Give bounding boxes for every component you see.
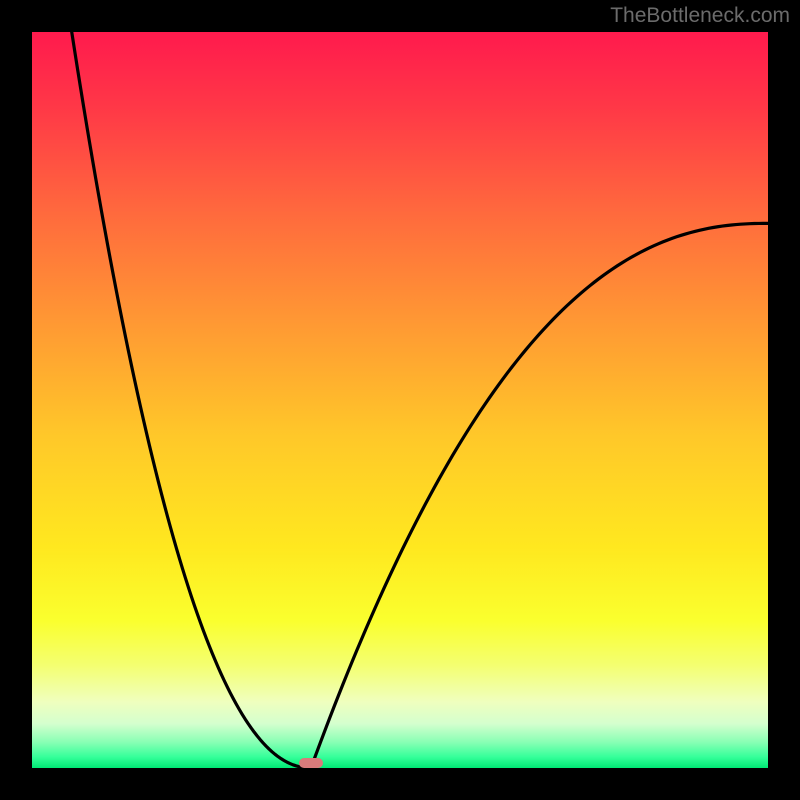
optimum-marker [299,758,323,768]
plot-area [32,32,768,768]
outer-frame: TheBottleneck.com [0,0,800,800]
gradient-background [32,32,768,768]
watermark-text: TheBottleneck.com [610,4,790,28]
chart-svg [32,32,768,768]
